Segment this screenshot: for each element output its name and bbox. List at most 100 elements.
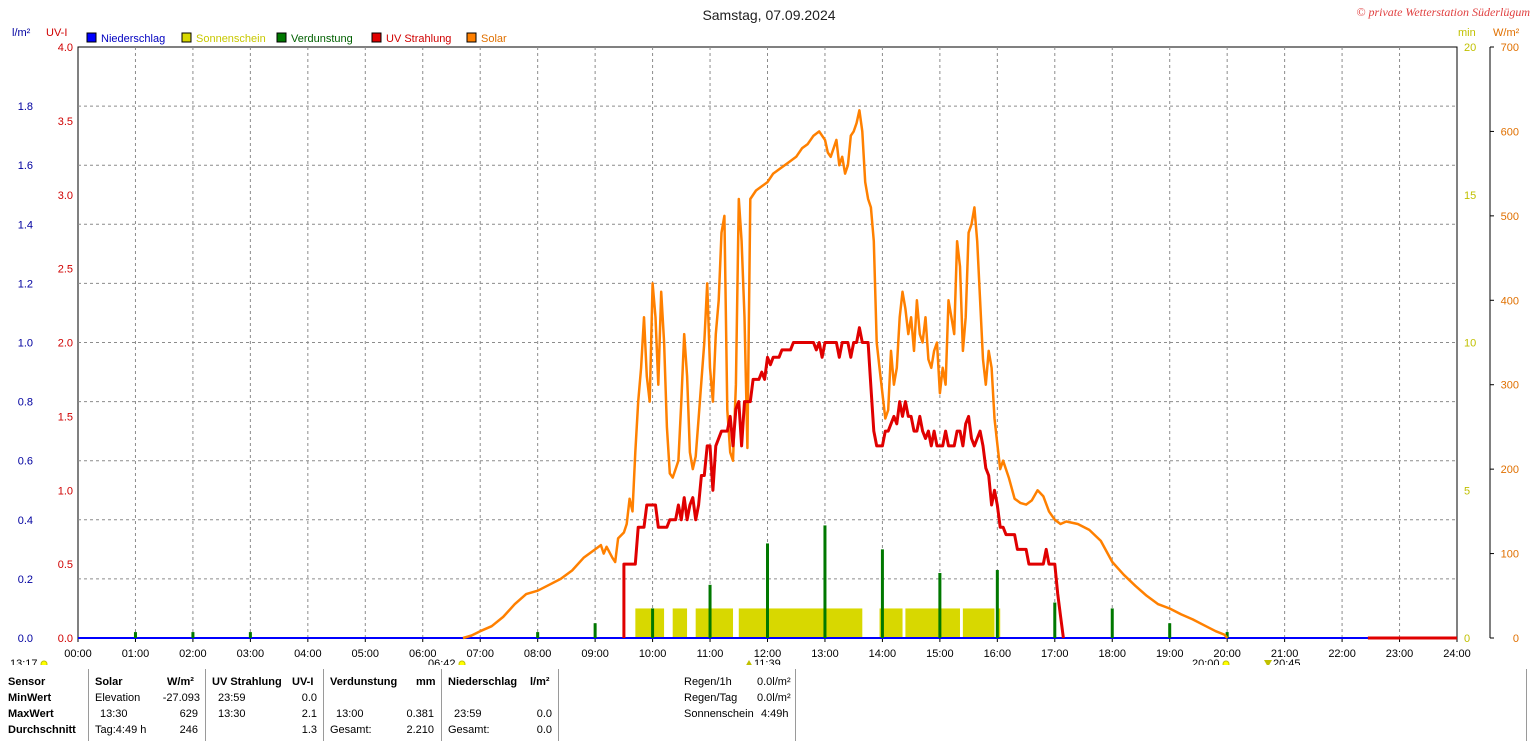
legend-swatch bbox=[466, 32, 477, 43]
marker-sunrise: 06:42 bbox=[428, 658, 456, 665]
tick-label-solar: 600 bbox=[1501, 126, 1519, 138]
marker-left-time: 13:17 bbox=[10, 658, 38, 665]
tick-label-x: 03:00 bbox=[237, 648, 265, 660]
tick-label-x: 11:00 bbox=[697, 648, 724, 660]
marker-noon-icon bbox=[746, 660, 752, 665]
tick-label-precip: 1.0 bbox=[18, 338, 33, 350]
marker-sunset-dot bbox=[1222, 660, 1230, 665]
weather-chart: Samstag, 07.09.2024 © private Wetterstat… bbox=[10, 5, 1530, 665]
uv-min-value: 0.0 bbox=[301, 692, 317, 704]
evaporation-bar bbox=[766, 543, 769, 638]
solar-avg-label: Tag:4:49 h bbox=[95, 724, 147, 736]
tick-label-precip: 0.6 bbox=[18, 456, 33, 468]
extra-value-sunshine: 4:49h bbox=[761, 708, 789, 720]
solar-max-value: 629 bbox=[179, 708, 198, 720]
solar-line bbox=[462, 109, 1229, 640]
verd-total-value: 2.210 bbox=[406, 724, 434, 736]
solar-header: Solar bbox=[95, 676, 123, 688]
tick-label-uv: 0.0 bbox=[58, 633, 73, 645]
evaporation-bar bbox=[133, 632, 137, 638]
legend-swatch bbox=[371, 32, 382, 43]
sunshine-block bbox=[879, 608, 903, 638]
legend-label: Sonnenschein bbox=[196, 33, 266, 45]
row-label-max: MaxWert bbox=[8, 708, 54, 720]
evaporation-bar bbox=[1225, 632, 1229, 638]
uv-max-value: 2.1 bbox=[301, 708, 317, 720]
tick-label-x: 24:00 bbox=[1443, 648, 1471, 660]
tick-label-precip: 1.6 bbox=[18, 160, 33, 172]
solar-min-value: -27.093 bbox=[162, 692, 200, 704]
tick-label-precip: 1.4 bbox=[18, 219, 33, 231]
tick-label-solar: 400 bbox=[1501, 295, 1519, 307]
solar-min-label: Elevation bbox=[95, 692, 141, 704]
tick-label-x: 04:00 bbox=[294, 648, 322, 660]
chart-series bbox=[78, 109, 1457, 640]
evaporation-bar bbox=[1053, 602, 1057, 638]
tick-label-precip: 1.8 bbox=[18, 101, 33, 113]
verd-total-label: Gesamt: bbox=[330, 724, 372, 736]
marker-sun-dot bbox=[40, 660, 48, 665]
solar-unit: W/m² bbox=[167, 676, 194, 688]
axis-ticks: 0.0 0.2 0.4 0.6 0.8 1.0 1.2 1.4 1.6 1.8 0.0 0.5 1.0 1… bbox=[18, 42, 1519, 660]
tick-label-uv: 3.0 bbox=[58, 190, 73, 202]
extra-value-rain-day: 0.0l/m² bbox=[757, 692, 791, 704]
evaporation-bar bbox=[708, 584, 712, 638]
tick-label-precip: 0.8 bbox=[18, 397, 33, 409]
extra-label-rain-day: Regen/Tag bbox=[684, 692, 738, 704]
evaporation-bar bbox=[1168, 623, 1172, 638]
tick-label-sun: 0 bbox=[1464, 633, 1470, 645]
uv-header: UV Strahlung bbox=[212, 676, 282, 688]
marker-dusk: 20:45 bbox=[1273, 658, 1301, 665]
niedr-total-label: Gesamt: bbox=[448, 724, 490, 736]
legend-label: Solar bbox=[481, 33, 507, 45]
legend-label: Niederschlag bbox=[101, 33, 165, 45]
legend-swatch bbox=[86, 32, 97, 43]
tick-label-x: 23:00 bbox=[1386, 648, 1414, 660]
tick-label-solar: 500 bbox=[1501, 211, 1519, 223]
legend-label: UV Strahlung bbox=[386, 33, 451, 45]
tick-label-x: 06:00 bbox=[409, 648, 437, 660]
uv-avg-value: 1.3 bbox=[301, 724, 317, 736]
tick-label-sun: 20 bbox=[1464, 42, 1476, 54]
uv-unit: UV-I bbox=[292, 676, 314, 688]
sunshine-block bbox=[905, 608, 960, 638]
tick-label-solar: 100 bbox=[1501, 549, 1519, 561]
tick-label-uv: 3.5 bbox=[58, 116, 73, 128]
tick-label-uv: 1.0 bbox=[58, 485, 73, 497]
evaporation-bar bbox=[823, 525, 827, 638]
axis-unit-solar: W/m² bbox=[1493, 27, 1520, 39]
tick-label-x: 22:00 bbox=[1328, 648, 1356, 660]
tick-label-solar: 200 bbox=[1501, 464, 1519, 476]
tick-label-x: 19:00 bbox=[1156, 648, 1184, 660]
evaporation-bar bbox=[593, 623, 597, 638]
row-label-avg: Durchschnitt bbox=[8, 724, 76, 736]
tick-label-uv: 2.5 bbox=[58, 264, 73, 276]
verd-unit: mm bbox=[416, 676, 436, 688]
tick-label-uv: 4.0 bbox=[58, 42, 73, 54]
chart-title: Samstag, 07.09.2024 bbox=[702, 7, 835, 23]
tick-label-sun: 15 bbox=[1464, 190, 1476, 202]
axis-unit-precip: l/m² bbox=[12, 27, 31, 39]
evaporation-bar bbox=[191, 632, 195, 638]
legend-label: Verdunstung bbox=[291, 33, 353, 45]
uv-max-time: 13:30 bbox=[218, 708, 246, 720]
tick-label-x: 18:00 bbox=[1098, 648, 1126, 660]
marker-noon: 11:39 bbox=[754, 658, 781, 665]
tick-label-x: 08:00 bbox=[524, 648, 552, 660]
tick-label-solar: 700 bbox=[1501, 42, 1519, 54]
tick-label-x: 14:00 bbox=[869, 648, 897, 660]
copyright-label: © private Wetterstation Süderlügum bbox=[1356, 5, 1530, 19]
tick-label-x: 05:00 bbox=[352, 648, 380, 660]
evaporation-bar bbox=[1110, 608, 1114, 638]
tick-label-solar: 300 bbox=[1501, 380, 1519, 392]
tick-label-x: 07:00 bbox=[466, 648, 494, 660]
marker-dusk-icon bbox=[1264, 660, 1272, 665]
sunshine-block bbox=[695, 608, 734, 638]
niedr-header: Niederschlag bbox=[448, 676, 518, 688]
axis-unit-sun: min bbox=[1458, 27, 1476, 39]
tick-label-uv: 1.5 bbox=[58, 411, 73, 423]
tick-label-x: 00:00 bbox=[64, 648, 92, 660]
row-label-sensor: Sensor bbox=[8, 676, 46, 688]
evaporation-bar bbox=[938, 572, 942, 638]
tick-label-x: 12:00 bbox=[754, 648, 782, 660]
